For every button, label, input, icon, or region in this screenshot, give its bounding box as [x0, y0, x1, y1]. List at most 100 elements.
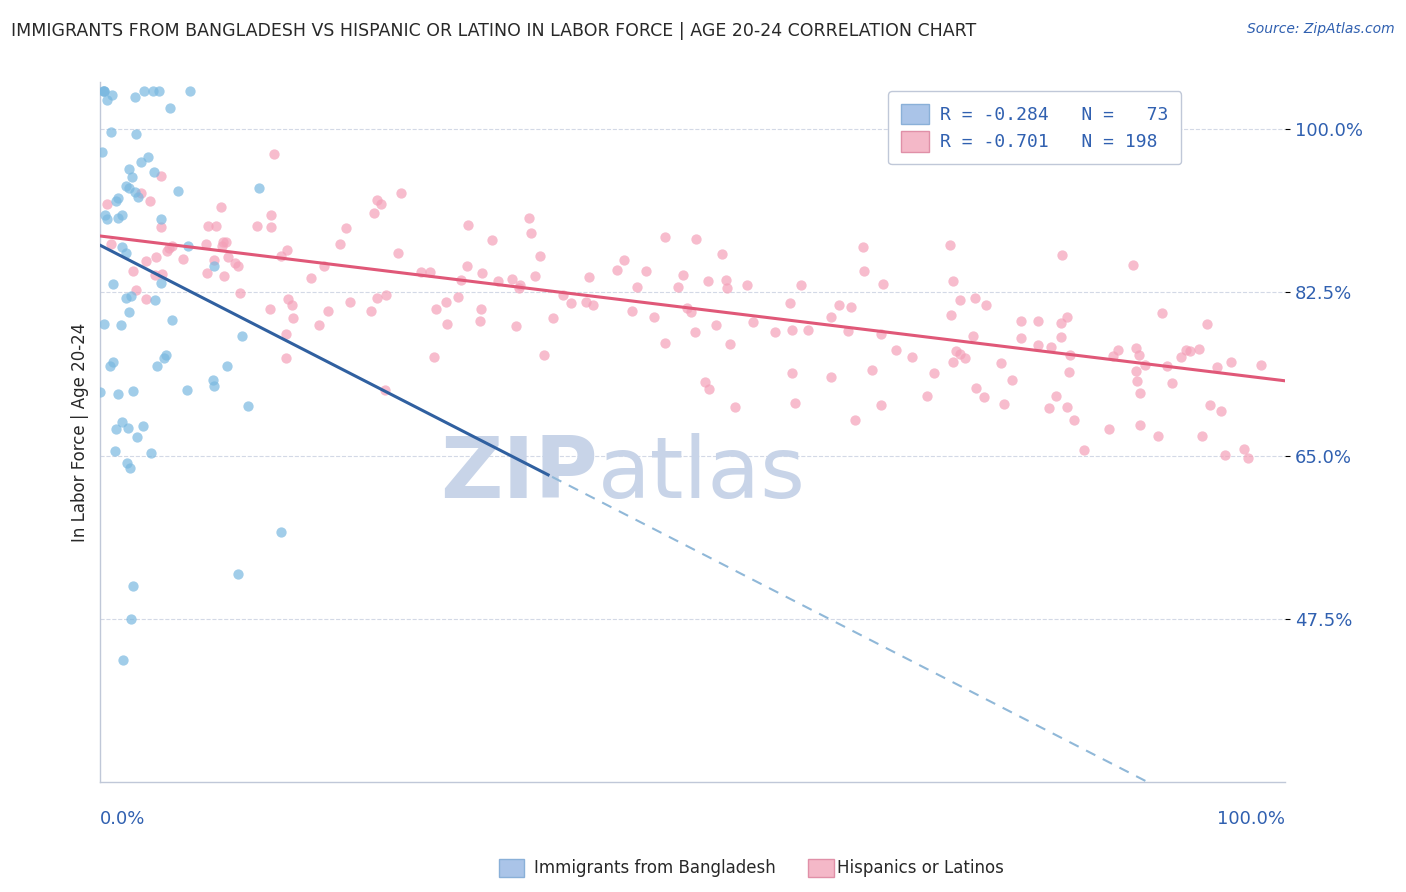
Point	[114, 178, 136, 193]
Point	[741, 315, 763, 329]
Point	[990, 356, 1012, 370]
Point	[939, 308, 962, 322]
Point	[1129, 417, 1152, 432]
Point	[375, 288, 398, 302]
Legend: R = -0.284   N =   73, R = -0.701   N = 198: R = -0.284 N = 73, R = -0.701 N = 198	[889, 91, 1181, 164]
Point	[263, 147, 285, 161]
Point	[1056, 400, 1078, 414]
Point	[553, 288, 575, 302]
Point	[276, 351, 298, 366]
Point	[938, 238, 960, 252]
Point	[851, 239, 873, 253]
Point	[509, 277, 531, 292]
Point	[107, 211, 129, 226]
Point	[111, 415, 134, 429]
Point	[124, 185, 146, 199]
Point	[276, 244, 298, 258]
Point	[118, 181, 141, 195]
Point	[508, 280, 530, 294]
Point	[915, 388, 938, 402]
Point	[1073, 443, 1095, 458]
Point	[122, 579, 145, 593]
Point	[1191, 429, 1213, 443]
Point	[93, 84, 115, 98]
Point	[217, 359, 239, 374]
Point	[100, 125, 122, 139]
Point	[613, 253, 636, 268]
Point	[1209, 404, 1232, 418]
Point	[575, 295, 598, 310]
Point	[224, 256, 246, 270]
Point	[1001, 373, 1024, 387]
Point	[117, 421, 139, 435]
Point	[606, 263, 628, 277]
Point	[270, 249, 292, 263]
Point	[1219, 355, 1241, 369]
Point	[366, 291, 388, 305]
Point	[363, 205, 385, 219]
Point	[100, 237, 122, 252]
Point	[1150, 306, 1173, 320]
Point	[155, 348, 177, 362]
Point	[505, 318, 527, 333]
Point	[226, 259, 249, 273]
Point	[112, 653, 135, 667]
Point	[1050, 329, 1073, 343]
Point	[120, 612, 142, 626]
Point	[716, 273, 738, 287]
Point	[247, 181, 270, 195]
Point	[281, 311, 304, 326]
Point	[901, 350, 924, 364]
Point	[837, 324, 859, 338]
Point	[697, 382, 720, 396]
Point	[1028, 314, 1050, 328]
Point	[195, 266, 218, 280]
Point	[1156, 359, 1178, 373]
Point	[423, 350, 446, 364]
Point	[436, 318, 458, 332]
Point	[118, 305, 141, 319]
Point	[782, 367, 804, 381]
Point	[1010, 331, 1032, 345]
Point	[115, 291, 138, 305]
Point	[1188, 342, 1211, 356]
Point	[115, 456, 138, 470]
Point	[204, 219, 226, 234]
Point	[276, 292, 298, 306]
Point	[107, 387, 129, 401]
Point	[973, 390, 995, 404]
Point	[229, 286, 252, 301]
Point	[560, 296, 582, 310]
Point	[541, 310, 564, 325]
Point	[176, 383, 198, 397]
Point	[231, 328, 253, 343]
Point	[276, 327, 298, 342]
Point	[501, 271, 523, 285]
Point	[1250, 358, 1272, 372]
Point	[1205, 359, 1227, 374]
Point	[135, 293, 157, 307]
Point	[697, 274, 720, 288]
Point	[828, 298, 851, 312]
Point	[260, 219, 283, 234]
Point	[308, 318, 330, 332]
Point	[685, 232, 707, 246]
Point	[104, 422, 127, 436]
Point	[89, 384, 111, 399]
Point	[763, 325, 786, 339]
Point	[737, 278, 759, 293]
Point	[953, 351, 976, 365]
Point	[1107, 343, 1129, 358]
Point	[299, 271, 322, 285]
Point	[872, 277, 894, 291]
Point	[450, 272, 472, 286]
Point	[1059, 348, 1081, 362]
Point	[131, 186, 153, 201]
Point	[366, 193, 388, 207]
Point	[884, 343, 907, 357]
Point	[335, 220, 357, 235]
Point	[172, 252, 194, 266]
Point	[270, 524, 292, 539]
Point	[142, 84, 165, 98]
Point	[820, 310, 842, 325]
